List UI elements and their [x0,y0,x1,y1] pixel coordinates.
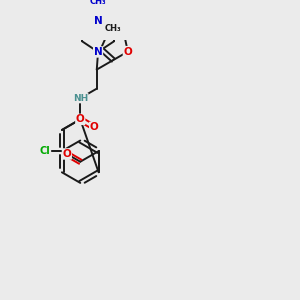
Text: CH₃: CH₃ [90,0,106,6]
Text: O: O [76,114,85,124]
Text: O: O [62,149,71,159]
Text: O: O [90,122,98,132]
Text: N: N [94,47,102,57]
Text: O: O [123,46,132,57]
Text: Cl: Cl [40,146,50,156]
Text: CH₃: CH₃ [104,24,121,33]
Text: N: N [94,16,102,26]
Text: NH: NH [73,94,88,103]
